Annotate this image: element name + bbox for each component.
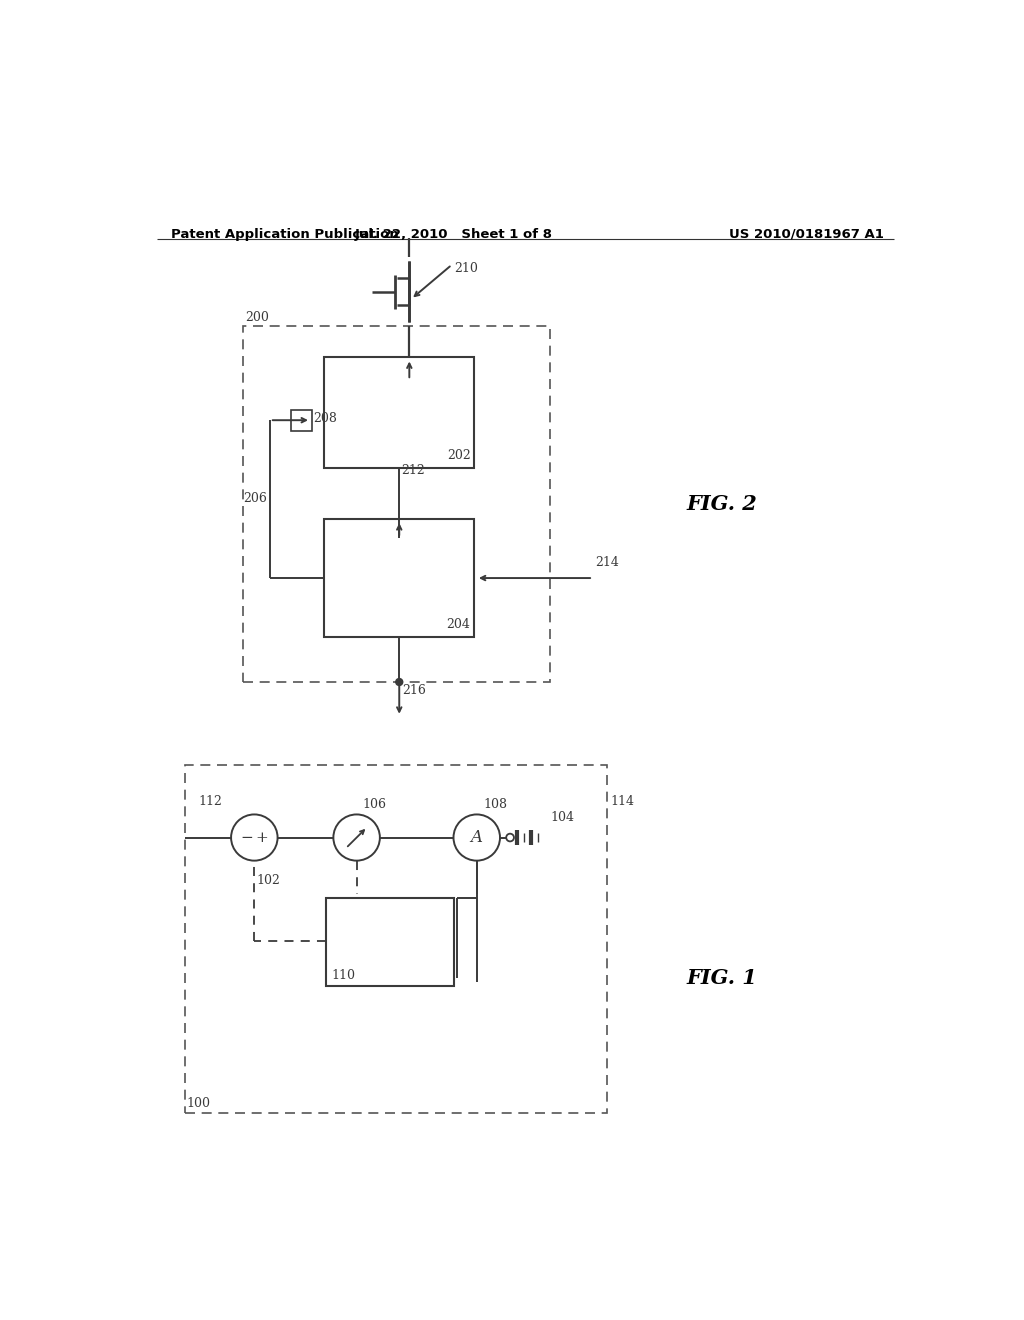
Circle shape bbox=[506, 834, 514, 841]
Circle shape bbox=[395, 678, 402, 685]
Text: Jul. 22, 2010   Sheet 1 of 8: Jul. 22, 2010 Sheet 1 of 8 bbox=[354, 227, 553, 240]
Text: 214: 214 bbox=[595, 556, 620, 569]
Text: 210: 210 bbox=[455, 263, 478, 276]
Bar bbox=[243, 326, 550, 682]
Text: 206: 206 bbox=[244, 492, 267, 506]
Text: 212: 212 bbox=[400, 465, 425, 477]
Bar bbox=[291, 411, 311, 430]
Circle shape bbox=[334, 814, 380, 861]
Text: FIG. 2: FIG. 2 bbox=[686, 494, 757, 513]
Text: 104: 104 bbox=[550, 810, 574, 824]
Circle shape bbox=[231, 814, 278, 861]
Text: 202: 202 bbox=[446, 449, 471, 462]
Bar bbox=[326, 898, 454, 986]
Text: 208: 208 bbox=[313, 412, 337, 425]
Text: A: A bbox=[471, 829, 482, 846]
Text: −: − bbox=[241, 830, 253, 845]
Text: 100: 100 bbox=[187, 1097, 211, 1110]
Text: +: + bbox=[256, 830, 268, 845]
Text: 204: 204 bbox=[446, 618, 471, 631]
Text: US 2010/0181967 A1: US 2010/0181967 A1 bbox=[729, 227, 884, 240]
Circle shape bbox=[454, 814, 500, 861]
Text: 110: 110 bbox=[332, 969, 355, 982]
Text: Patent Application Publication: Patent Application Publication bbox=[171, 227, 398, 240]
Text: 108: 108 bbox=[483, 797, 507, 810]
Text: 106: 106 bbox=[362, 797, 387, 810]
Bar bbox=[324, 358, 474, 469]
Text: 216: 216 bbox=[402, 684, 426, 697]
Text: FIG. 1: FIG. 1 bbox=[686, 968, 757, 987]
Bar bbox=[324, 519, 474, 638]
Text: 114: 114 bbox=[611, 795, 635, 808]
Text: 102: 102 bbox=[257, 875, 281, 887]
Text: 200: 200 bbox=[245, 312, 269, 323]
Text: 112: 112 bbox=[199, 795, 222, 808]
Bar bbox=[184, 766, 607, 1113]
